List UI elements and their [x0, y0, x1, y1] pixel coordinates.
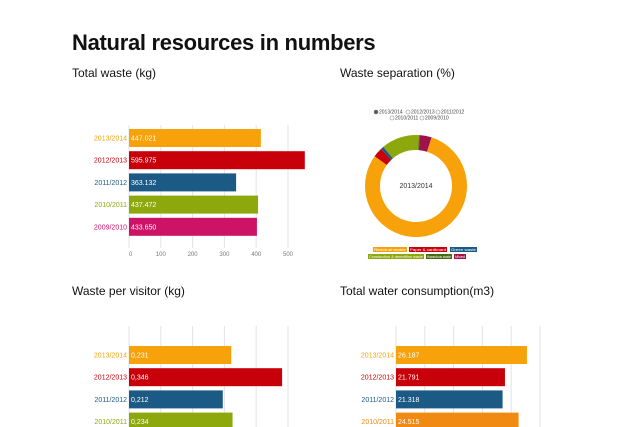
total_waste-bar — [129, 195, 259, 214]
total_waste-tick-label: 0 — [129, 252, 133, 258]
water-category-label: 2013/2014 — [361, 353, 394, 360]
separation-year-radio-label: 2013/2014 — [379, 110, 403, 116]
total_waste-value-label: 595.975 — [131, 158, 156, 165]
separation-year-radio — [419, 115, 425, 121]
page-title: Natural resources in numbers — [72, 30, 376, 55]
donut-slice — [380, 146, 393, 160]
total-waste-title: Total waste (kg) — [72, 66, 157, 80]
separation-year-radio — [435, 109, 441, 115]
waste_per_visitor-bar — [129, 412, 233, 427]
legend-label: Mixed — [455, 254, 465, 259]
total_waste-category-label: 2013/2014 — [94, 136, 127, 143]
waste_per_visitor-category-label: 2012/2013 — [94, 375, 127, 382]
legend-label: Hazardous waste — [427, 254, 452, 259]
legend-label: Green waste — [451, 247, 477, 252]
legend-swatch — [426, 254, 452, 259]
waste_per_visitor-value-label: 0,346 — [131, 375, 149, 382]
separation-year-radio-label: 2012/2013 — [411, 110, 435, 116]
legend-label: Residual waste — [374, 247, 407, 252]
waste_per_visitor-category-label: 2013/2014 — [94, 353, 127, 360]
total_waste-bar — [129, 151, 305, 170]
water-value-label: 26.187 — [398, 353, 420, 360]
waste_per_visitor-category-label: 2010/2011 — [94, 419, 127, 426]
donut-slice — [418, 135, 420, 151]
waste_per_visitor-value-label: 0,234 — [131, 419, 149, 426]
donut-slice — [383, 135, 419, 159]
separation-year-radio-label: 2010/2011 — [395, 116, 418, 122]
water-consumption-title: Total water consumption(m3) — [340, 284, 495, 298]
total_waste-value-label: 447.021 — [131, 136, 156, 143]
waste-separation-title: Waste separation (%) — [340, 66, 455, 80]
water-value-label: 24.515 — [398, 419, 420, 426]
separation-year-radio-label: 2009/2010 — [425, 116, 449, 122]
total_waste-category-label: 2010/2011 — [94, 202, 127, 209]
waste-per-visitor-title: Waste per visitor (kg) — [72, 284, 185, 298]
water-bar — [396, 390, 503, 409]
total_waste-bar — [129, 173, 237, 192]
separation-year-radio-label: 2011/2012 — [441, 110, 464, 116]
separation-year-radio — [389, 115, 395, 121]
water-bar — [396, 346, 527, 364]
water-bar — [396, 368, 505, 387]
total_waste-bar — [129, 129, 261, 147]
waste_per_visitor-value-label: 0,231 — [131, 353, 149, 360]
total_waste-value-label: 437.472 — [131, 202, 156, 209]
total_waste-bar — [129, 217, 257, 236]
water-category-label: 2011/2012 — [361, 397, 394, 404]
separation-year-radio — [373, 109, 379, 115]
donut-slice — [365, 137, 468, 238]
legend-swatch — [409, 247, 447, 252]
waste_per_visitor-bar — [129, 368, 283, 387]
water-value-label: 21.791 — [398, 375, 420, 382]
total_waste-tick-label: 200 — [188, 252, 199, 258]
total_waste-value-label: 433.650 — [131, 224, 156, 231]
water-value-label: 21.318 — [398, 397, 420, 404]
separation-year-radio — [405, 109, 411, 115]
waste_per_visitor-value-label: 0,212 — [131, 397, 149, 404]
donut-slice — [374, 148, 392, 165]
total_waste-category-label: 2009/2010 — [94, 224, 127, 231]
total_waste-tick-label: 100 — [156, 252, 167, 258]
legend-swatch — [454, 254, 466, 259]
total_waste-tick-label: 500 — [283, 252, 294, 258]
legend-label: Construction & demolition waste — [369, 254, 424, 259]
waste_per_visitor-bar — [129, 346, 232, 364]
water-category-label: 2010/2011 — [361, 419, 394, 426]
total_waste-value-label: 363.132 — [131, 180, 156, 187]
total_waste-tick-label: 300 — [219, 252, 230, 258]
legend-swatch — [373, 247, 407, 252]
waste_per_visitor-category-label: 2011/2012 — [94, 397, 127, 404]
total_waste-category-label: 2012/2013 — [94, 158, 127, 165]
donut-center-label: 2013/2014 — [399, 183, 432, 190]
total_waste-tick-label: 400 — [251, 252, 262, 258]
legend-label: Paper & cardboard — [410, 247, 446, 252]
water-bar — [396, 412, 519, 427]
waste_per_visitor-bar — [129, 390, 223, 409]
total_waste-category-label: 2011/2012 — [94, 180, 127, 187]
donut-slice — [418, 135, 432, 152]
legend-swatch — [450, 247, 477, 252]
legend-swatch — [368, 254, 424, 259]
water-category-label: 2012/2013 — [361, 375, 394, 382]
